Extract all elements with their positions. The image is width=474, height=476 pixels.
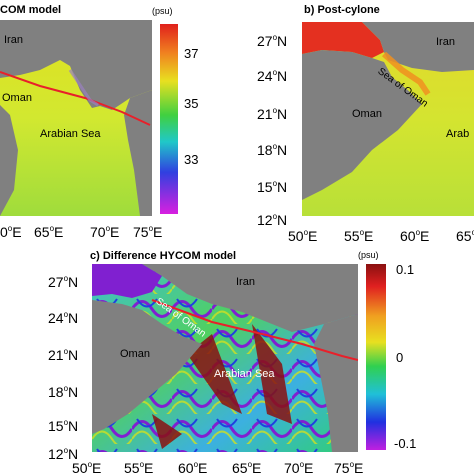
panel-c-map [92, 264, 358, 452]
panel-b-ytick-3: 18oN [257, 142, 288, 158]
panel-c-ytick-1: 24oN [48, 310, 79, 326]
panel-a-coast-plume [68, 69, 99, 107]
colorbar-bottom-unit: (psu) [358, 250, 379, 260]
panel-b-land-oman [302, 50, 422, 200]
panel-c-label-arabian-sea: Arabian Sea [214, 368, 275, 380]
panel-a-title: COM model [0, 4, 62, 16]
panel-b-ytick-4: 15oN [257, 179, 288, 195]
panel-c-title: c) Difference HYCOM model [90, 250, 237, 262]
panel-c-ytick-4: 15oN [48, 418, 79, 434]
panel-b-label-oman: Oman [352, 108, 382, 120]
colorbar-bottom-tick-2: -0.1 [394, 436, 417, 451]
panel-a-land-oman [0, 105, 18, 216]
colorbar-top [160, 24, 178, 214]
panel-c-xtick-3: 65oE [232, 460, 262, 476]
panel-a-map [0, 20, 152, 216]
colorbar-bottom-tick-0: 0.1 [396, 262, 415, 277]
panel-c-land-india [314, 314, 358, 452]
panel-b-label-iran: Iran [436, 36, 455, 48]
panel-c-ytick-2: 21oN [48, 347, 79, 363]
panel-a-xtick-1: 65oE [34, 224, 64, 240]
panel-a-land-east [124, 90, 152, 216]
panel-b-xtick-0: 50oE [288, 228, 318, 244]
panel-c-land-oman [92, 300, 202, 434]
panel-a-land-iran [0, 20, 152, 110]
panel-b-title: b) Post-cylone [304, 4, 380, 16]
panel-b-xtick-1: 55oE [344, 228, 374, 244]
colorbar-bottom-tick-1: 0 [396, 350, 404, 365]
panel-a-xtick-2: 70oE [90, 224, 120, 240]
panel-c-red-patches [152, 324, 292, 449]
colorbar-top-tick-2: 33 [184, 152, 199, 167]
panel-c-xtick-5: 75oE [334, 460, 364, 476]
panel-c-ytick-5: 12oN [48, 446, 79, 462]
panel-c-xtick-2: 60oE [178, 460, 208, 476]
panel-c-label-iran: Iran [236, 276, 255, 288]
panel-b-plume [382, 51, 431, 96]
panel-b-ytick-1: 24oN [257, 68, 288, 84]
colorbar-bottom [366, 264, 386, 450]
colorbar-top-unit: (psu) [152, 6, 173, 16]
panel-b-xtick-3: 65oE [456, 228, 474, 244]
panel-c-ytick-0: 27oN [48, 274, 79, 290]
panel-c-ytick-3: 18oN [48, 384, 79, 400]
panel-c-track [151, 299, 358, 361]
panel-b-map [302, 22, 474, 216]
panel-a-label-oman: Oman [2, 92, 32, 104]
colorbar-top-tick-1: 35 [184, 96, 199, 111]
panel-c-xtick-0: 50oE [72, 460, 102, 476]
panel-b-gulf [302, 22, 384, 58]
panel-b-ytick-5: 12oN [257, 212, 288, 228]
colorbar-top-tick-0: 37 [184, 46, 199, 61]
panel-b-ytick-2: 21oN [257, 106, 288, 122]
panel-a-label-arabian-sea: Arabian Sea [40, 128, 101, 140]
panel-a-xtick-3: 75oE [133, 224, 163, 240]
panel-c-xtick-1: 55oE [124, 460, 154, 476]
panel-b-xtick-2: 60oE [400, 228, 430, 244]
panel-a-track [0, 71, 151, 126]
panel-c-land-iran [142, 264, 358, 332]
panel-c-label-oman: Oman [120, 348, 150, 360]
panel-a-label-iran: Iran [4, 34, 23, 46]
panel-b-label-arabian-sea: Arab [446, 128, 470, 140]
panel-a-xtick-0: 0oE [0, 224, 22, 240]
panel-c-gulf [92, 264, 162, 298]
panel-c-xtick-4: 70oE [284, 460, 314, 476]
panel-b-ytick-0: 27oN [257, 33, 288, 49]
